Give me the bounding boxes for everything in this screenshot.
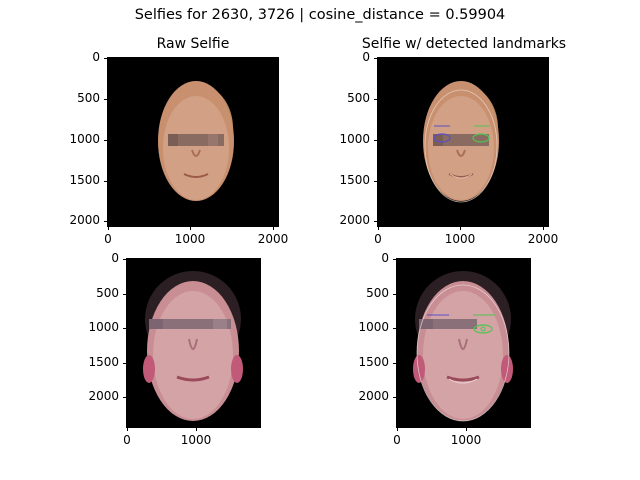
xtick-label: 2000 bbox=[257, 232, 289, 246]
ytick-label: 1000 bbox=[358, 320, 389, 334]
ytick-label: 2000 bbox=[358, 389, 389, 403]
ytick-label: 500 bbox=[347, 91, 370, 105]
ytick-label: 2000 bbox=[339, 213, 370, 227]
xtick-label: 2000 bbox=[527, 232, 559, 246]
ytick-label: 2000 bbox=[88, 389, 119, 403]
ytick-label: 1500 bbox=[69, 173, 100, 187]
xtick-label: 0 bbox=[374, 232, 382, 246]
ytick-label: 1500 bbox=[358, 355, 389, 369]
xtick-label: 1000 bbox=[450, 433, 482, 447]
ytick-label: 500 bbox=[96, 286, 119, 300]
xtick-label: 1000 bbox=[174, 232, 206, 246]
selfie-image-raw-2 bbox=[126, 258, 261, 428]
ytick-label: 1500 bbox=[339, 173, 370, 187]
xtick-label: 1000 bbox=[180, 433, 212, 447]
ytick-label: 0 bbox=[111, 251, 119, 265]
subplot-title: Raw Selfie bbox=[156, 36, 230, 52]
ytick-label: 0 bbox=[362, 50, 370, 64]
ytick-label: 2000 bbox=[69, 213, 100, 227]
xtick-label: 0 bbox=[123, 433, 131, 447]
ytick-label: 1000 bbox=[88, 320, 119, 334]
xtick-label: 0 bbox=[104, 232, 112, 246]
ytick-label: 1000 bbox=[69, 132, 100, 146]
ytick-label: 0 bbox=[92, 50, 100, 64]
figure-title: Selfies for 2630, 3726 | cosine_distance… bbox=[134, 7, 506, 23]
ytick-label: 1500 bbox=[88, 355, 119, 369]
subplot-title: Selfie w/ detected landmarks bbox=[361, 36, 567, 52]
ytick-label: 1000 bbox=[339, 132, 370, 146]
ytick-label: 500 bbox=[77, 91, 100, 105]
ytick-label: 500 bbox=[366, 286, 389, 300]
selfie-image-raw-1 bbox=[107, 57, 279, 227]
selfie-image-landmarks-1 bbox=[377, 57, 549, 227]
ytick-label: 0 bbox=[381, 251, 389, 265]
xtick-label: 0 bbox=[393, 433, 401, 447]
xtick-label: 1000 bbox=[444, 232, 476, 246]
selfie-image-landmarks-2 bbox=[396, 258, 531, 428]
